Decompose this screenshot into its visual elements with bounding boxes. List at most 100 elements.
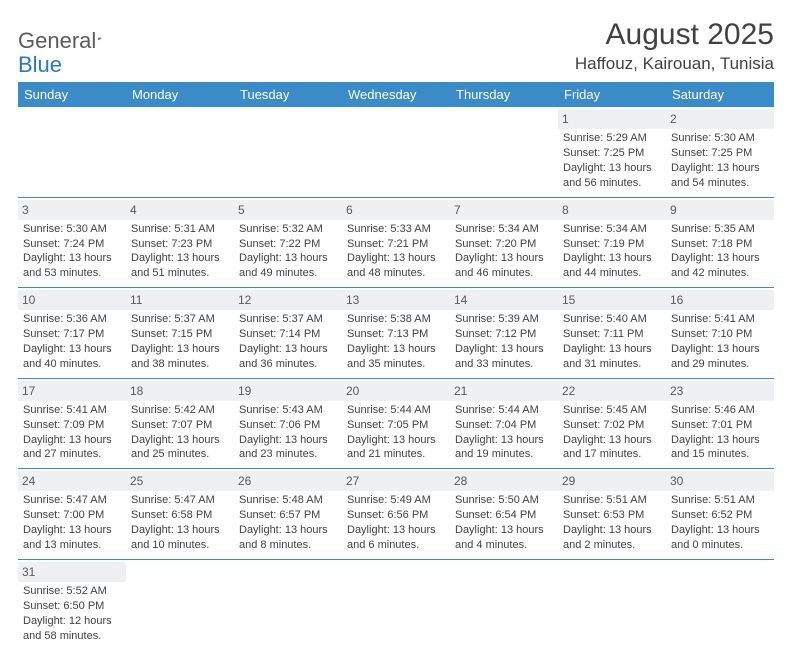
sunset-line: Sunset: 7:17 PM — [23, 327, 121, 342]
sunrise-line: Sunrise: 5:31 AM — [131, 222, 229, 237]
weekday-header: Wednesday — [342, 82, 450, 107]
calendar-cell: 12Sunrise: 5:37 AMSunset: 7:14 PMDayligh… — [234, 288, 342, 379]
calendar-cell: 20 Sunrise: 5:44 AMSunset: 7:05 PMDayligh… — [342, 378, 450, 469]
sunrise-line: Sunrise: 5:43 AM — [239, 403, 337, 418]
calendar-cell — [18, 107, 126, 197]
day-number: 24 — [18, 471, 126, 491]
day-number: 2 — [666, 109, 774, 129]
daylight-line: Daylight: 13 hours and 56 minutes. — [563, 161, 661, 191]
day-number: 12 — [234, 290, 342, 310]
calendar-body: 1Sunrise: 5:29 AMSunset: 7:25 PMDaylight… — [18, 107, 774, 649]
sunrise-line: Sunrise: 5:44 AM — [347, 403, 445, 418]
location: Haffouz, Kairouan, Tunisia — [575, 54, 774, 74]
day-number: 5 — [234, 200, 342, 220]
sunrise-line: Sunrise: 5:51 AM — [671, 493, 769, 508]
calendar-cell: 17Sunrise: 5:41 AMSunset: 7:09 PMDayligh… — [18, 378, 126, 469]
daylight-line: Daylight: 13 hours and 48 minutes. — [347, 251, 445, 281]
calendar-row: 17Sunrise: 5:41 AMSunset: 7:09 PMDayligh… — [18, 378, 774, 469]
sunset-line: Sunset: 7:07 PM — [131, 418, 229, 433]
daylight-line: Daylight: 13 hours and 38 minutes. — [131, 342, 229, 372]
day-number: 21 — [450, 381, 558, 401]
sunset-line: Sunset: 6:54 PM — [455, 508, 553, 523]
sunset-line: Sunset: 7:02 PM — [563, 418, 661, 433]
calendar-cell: 18Sunrise: 5:42 AMSunset: 7:07 PMDayligh… — [126, 378, 234, 469]
daylight-line: Daylight: 13 hours and 15 minutes. — [671, 433, 769, 463]
header: General August 2025 Haffouz, Kairouan, T… — [18, 18, 774, 74]
calendar-cell: 24Sunrise: 5:47 AMSunset: 7:00 PMDayligh… — [18, 469, 126, 560]
logo: General — [18, 18, 124, 54]
sunrise-line: Sunrise: 5:44 AM — [455, 403, 553, 418]
calendar-cell — [234, 559, 342, 649]
calendar-cell: 2Sunrise: 5:30 AMSunset: 7:25 PMDaylight… — [666, 107, 774, 197]
calendar-row: 31Sunrise: 5:52 AMSunset: 6:50 PMDayligh… — [18, 559, 774, 649]
sunset-line: Sunset: 6:50 PM — [23, 599, 121, 614]
daylight-line: Daylight: 13 hours and 8 minutes. — [239, 523, 337, 553]
calendar-cell: 28Sunrise: 5:50 AMSunset: 6:54 PMDayligh… — [450, 469, 558, 560]
daylight-line: Daylight: 13 hours and 53 minutes. — [23, 251, 121, 281]
calendar-cell — [126, 107, 234, 197]
day-number: 22 — [558, 381, 666, 401]
sunset-line: Sunset: 7:05 PM — [347, 418, 445, 433]
day-number-empty — [342, 562, 450, 582]
daylight-line: Daylight: 13 hours and 36 minutes. — [239, 342, 337, 372]
day-number-empty — [450, 109, 558, 129]
sunrise-line: Sunrise: 5:40 AM — [563, 312, 661, 327]
calendar-cell: 25Sunrise: 5:47 AMSunset: 6:58 PMDayligh… — [126, 469, 234, 560]
sunrise-line: Sunrise: 5:42 AM — [131, 403, 229, 418]
title-block: August 2025 Haffouz, Kairouan, Tunisia — [575, 18, 774, 74]
sunrise-line: Sunrise: 5:45 AM — [563, 403, 661, 418]
daylight-line: Daylight: 13 hours and 29 minutes. — [671, 342, 769, 372]
day-number: 29 — [558, 471, 666, 491]
sunrise-line: Sunrise: 5:49 AM — [347, 493, 445, 508]
day-number: 20 — [342, 381, 450, 401]
month-title: August 2025 — [575, 18, 774, 52]
sunrise-line: Sunrise: 5:34 AM — [563, 222, 661, 237]
day-number: 25 — [126, 471, 234, 491]
day-number: 26 — [234, 471, 342, 491]
daylight-line: Daylight: 13 hours and 44 minutes. — [563, 251, 661, 281]
sunset-line: Sunset: 7:22 PM — [239, 237, 337, 252]
calendar-cell: 30Sunrise: 5:51 AMSunset: 6:52 PMDayligh… — [666, 469, 774, 560]
weekday-header: Friday — [558, 82, 666, 107]
sunset-line: Sunset: 7:00 PM — [23, 508, 121, 523]
calendar-cell: 23Sunrise: 5:46 AMSunset: 7:01 PMDayligh… — [666, 378, 774, 469]
day-number: 10 — [18, 290, 126, 310]
sunrise-line: Sunrise: 5:35 AM — [671, 222, 769, 237]
sunset-line: Sunset: 7:01 PM — [671, 418, 769, 433]
daylight-line: Daylight: 13 hours and 21 minutes. — [347, 433, 445, 463]
sunset-line: Sunset: 6:57 PM — [239, 508, 337, 523]
calendar-cell — [342, 559, 450, 649]
calendar-table: SundayMondayTuesdayWednesdayThursdayFrid… — [18, 82, 774, 649]
flag-icon — [98, 30, 103, 48]
logo-text-general: General — [18, 28, 96, 54]
calendar-row: 24 Sunrise: 5:47 AMSunset: 7:00 PM Dayligh… — [18, 469, 774, 560]
calendar-row: 10 Sunrise: 5:36 AMSunset: 7:17 PM Dayligh… — [18, 288, 774, 379]
sunset-line: Sunset: 7:25 PM — [671, 146, 769, 161]
calendar-cell — [450, 559, 558, 649]
sunset-line: Sunset: 6:58 PM — [131, 508, 229, 523]
calendar-cell: 3Sunrise: 5:30 AMSunset: 7:24 PMDaylight… — [18, 197, 126, 288]
sunset-line: Sunset: 7:13 PM — [347, 327, 445, 342]
daylight-line: Daylight: 13 hours and 0 minutes. — [671, 523, 769, 553]
day-number-empty — [126, 109, 234, 129]
sunset-line: Sunset: 7:06 PM — [239, 418, 337, 433]
day-number: 30 — [666, 471, 774, 491]
calendar-cell — [342, 107, 450, 197]
weekday-header-row: SundayMondayTuesdayWednesdayThursdayFrid… — [18, 82, 774, 107]
day-number: 4 — [126, 200, 234, 220]
sunrise-line: Sunrise: 5:32 AM — [239, 222, 337, 237]
sunset-line: Sunset: 7:12 PM — [455, 327, 553, 342]
daylight-line: Daylight: 13 hours and 4 minutes. — [455, 523, 553, 553]
sunrise-line: Sunrise: 5:36 AM — [23, 312, 121, 327]
calendar-cell — [234, 107, 342, 197]
calendar-cell: 9Sunrise: 5:35 AMSunset: 7:18 PMDaylight… — [666, 197, 774, 288]
calendar-cell — [558, 559, 666, 649]
weekday-header: Saturday — [666, 82, 774, 107]
sunset-line: Sunset: 7:19 PM — [563, 237, 661, 252]
calendar-cell: 11Sunrise: 5:37 AMSunset: 7:15 PMDayligh… — [126, 288, 234, 379]
day-number: 9 — [666, 200, 774, 220]
sunrise-line: Sunrise: 5:51 AM — [563, 493, 661, 508]
sunrise-line: Sunrise: 5:47 AM — [23, 493, 121, 508]
daylight-line: Daylight: 13 hours and 23 minutes. — [239, 433, 337, 463]
day-number: 15 — [558, 290, 666, 310]
